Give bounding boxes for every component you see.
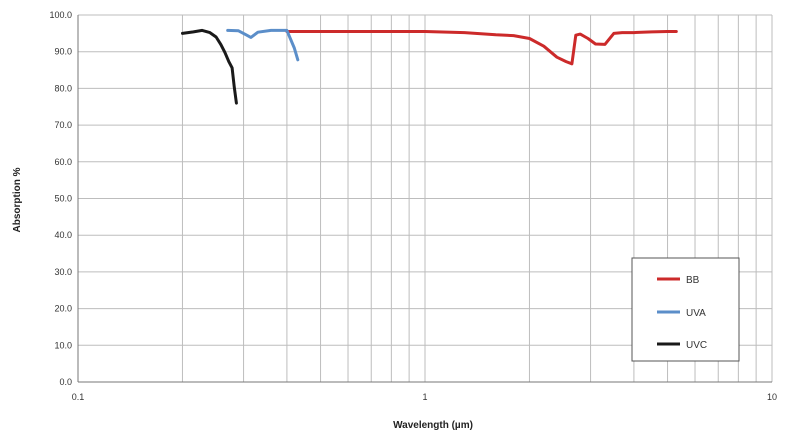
y-tick-label: 20.0 — [54, 304, 72, 314]
legend-label-uva: UVA — [686, 308, 706, 319]
y-tick-labels: 0.0 10.0 20.0 30.0 40.0 50.0 60.0 70.0 80.0 90.0 1… — [49, 10, 72, 387]
y-axis-title: Absorption % — [12, 167, 23, 232]
y-tick-label: 0.0 — [59, 377, 72, 387]
y-tick-label: 30.0 — [54, 267, 72, 277]
y-tick-label: 80.0 — [54, 83, 72, 93]
y-tick-label: 40.0 — [54, 230, 72, 240]
series-line-bb — [285, 30, 678, 66]
x-tick-label: 0.1 — [72, 392, 85, 402]
legend-box — [631, 257, 740, 362]
y-tick-label: 10.0 — [54, 340, 72, 350]
y-tick-label: 60.0 — [54, 157, 72, 167]
y-tick-label: 70.0 — [54, 120, 72, 130]
legend: BB UVA UVC — [631, 257, 740, 362]
legend-label-uvc: UVC — [686, 340, 707, 351]
series-line-uvc — [181, 28, 238, 105]
y-tick-label: 100.0 — [49, 10, 72, 20]
series-lines — [181, 28, 678, 105]
y-tick-label: 50.0 — [54, 194, 72, 204]
series-line-uva — [226, 28, 300, 62]
x-tick-labels: 0.1 1 10 — [72, 392, 777, 402]
y-tick-label: 90.0 — [54, 47, 72, 57]
x-axis-title: Wavelength (µm) — [393, 420, 473, 431]
x-tick-label: 10 — [767, 392, 777, 402]
axes — [77, 15, 772, 383]
x-tick-label: 1 — [422, 392, 427, 402]
legend-label-bb: BB — [686, 275, 700, 286]
